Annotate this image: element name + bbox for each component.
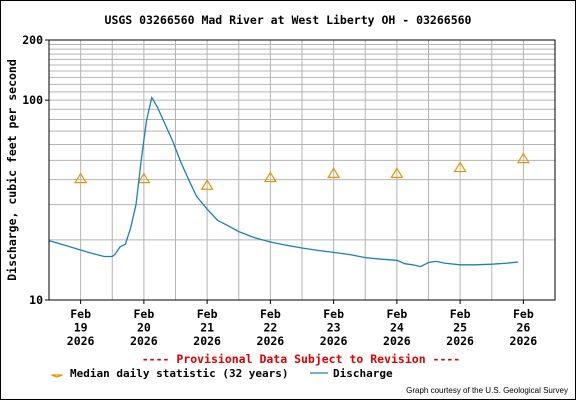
x-tick-label: 2026 bbox=[130, 334, 158, 348]
x-tick-label: Feb bbox=[323, 307, 344, 321]
legend: Median daily statistic (32 years) Discha… bbox=[51, 367, 393, 380]
x-tick-label: 23 bbox=[327, 321, 341, 335]
y-tick-label: 10 bbox=[29, 293, 43, 307]
y-tick-label: 200 bbox=[22, 33, 43, 47]
credit-text: Graph courtesy of the U.S. Geological Su… bbox=[406, 386, 568, 395]
x-tick-label: Feb bbox=[260, 307, 281, 321]
median-triangle-marker bbox=[453, 161, 467, 173]
legend-discharge-label: Discharge bbox=[333, 367, 393, 380]
median-triangle-marker bbox=[327, 167, 341, 179]
x-tick-label: 2026 bbox=[510, 334, 538, 348]
x-tick-label: 26 bbox=[516, 321, 530, 335]
x-tick-label: 22 bbox=[263, 321, 277, 335]
discharge-line-layer bbox=[48, 95, 519, 268]
x-tick-label: 2026 bbox=[446, 334, 474, 348]
provisional-notice: ---- Provisional Data Subject to Revisio… bbox=[142, 352, 461, 366]
x-tick-label: Feb bbox=[70, 307, 91, 321]
x-tick-label: 20 bbox=[137, 321, 151, 335]
median-markers bbox=[74, 152, 530, 190]
x-tick-label: Feb bbox=[133, 307, 154, 321]
x-tick-label: 2026 bbox=[320, 334, 348, 348]
x-tick-label: 21 bbox=[200, 321, 214, 335]
median-triangle-marker bbox=[516, 152, 530, 164]
x-tick-label: 19 bbox=[74, 321, 88, 335]
x-tick-label: 2026 bbox=[67, 334, 95, 348]
discharge-line bbox=[48, 95, 519, 268]
x-tick-label: Feb bbox=[197, 307, 218, 321]
median-triangle-marker bbox=[390, 167, 404, 179]
chart-title: USGS 03266560 Mad River at West Liberty … bbox=[105, 13, 472, 27]
x-tick-label: 24 bbox=[390, 321, 404, 335]
legend-median-label: Median daily statistic (32 years) bbox=[70, 367, 289, 380]
y-tick-label: 100 bbox=[22, 93, 43, 107]
plot-frame bbox=[48, 39, 556, 301]
x-tick-label: 2026 bbox=[383, 334, 411, 348]
x-tick-label: Feb bbox=[386, 307, 407, 321]
x-tick-label: Feb bbox=[450, 307, 471, 321]
x-tick-label: 2026 bbox=[257, 334, 285, 348]
median-triangle-marker bbox=[200, 179, 214, 190]
x-tick-labels: Feb192026Feb202026Feb212026Feb222026Feb2… bbox=[67, 300, 538, 348]
y-tick-labels: 10 100 200 bbox=[22, 33, 49, 307]
x-tick-label: 25 bbox=[453, 321, 467, 335]
x-tick-label: Feb bbox=[513, 307, 534, 321]
x-tick-label: 2026 bbox=[193, 334, 221, 348]
median-triangle-marker bbox=[74, 172, 88, 184]
legend-median-triangle-icon bbox=[51, 374, 63, 378]
median-triangle-marker bbox=[263, 171, 277, 183]
y-axis-label: Discharge, cubic feet per second bbox=[5, 59, 19, 281]
median-triangle-marker bbox=[137, 172, 151, 184]
